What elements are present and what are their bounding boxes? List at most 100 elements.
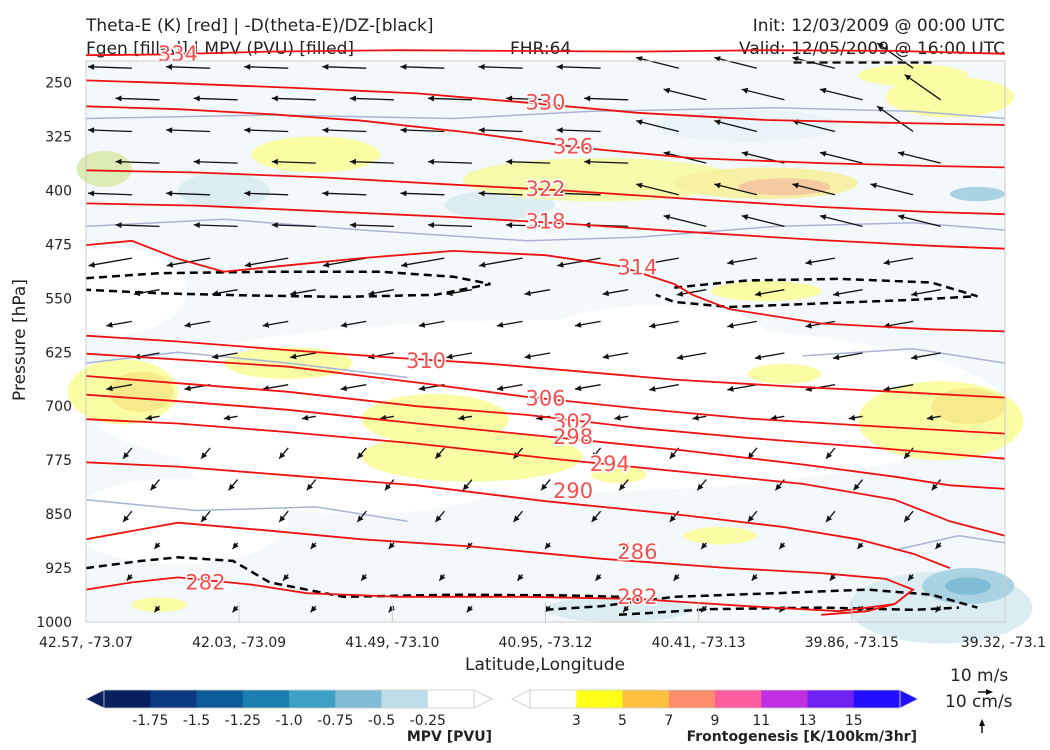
- wind-arrow-shaft: [244, 66, 289, 69]
- theta-e-label: 314: [617, 255, 657, 279]
- wind-arrow-head: [193, 158, 200, 165]
- wind-arrow-shaft: [349, 160, 394, 164]
- theta-e-label: 290: [553, 479, 593, 503]
- theta-e-contour-314: [85, 239, 1006, 333]
- wind-arrow-head: [848, 414, 856, 421]
- wind-arrow-head: [636, 182, 643, 189]
- theta-e-contour-326: [85, 105, 1006, 169]
- theta-e-label: 318: [525, 209, 565, 233]
- wind-arrow-head: [201, 515, 208, 522]
- wind-arrow-head: [911, 290, 918, 297]
- theta-e-label: 282: [185, 570, 225, 594]
- y-tick-label: 550: [45, 291, 72, 307]
- frontogenesis-filled-region: [76, 150, 132, 187]
- wind-arrow-shaft: [166, 192, 211, 196]
- theta-e-label: 322: [525, 177, 565, 201]
- y-tick-label: 250: [45, 76, 72, 92]
- x-tick-label: 40.95, -73.12: [498, 635, 592, 651]
- colorbar-tick-label: -0.75: [317, 713, 353, 729]
- wind-arrow-head: [556, 127, 563, 134]
- wind-arrow-head: [857, 542, 864, 549]
- wind-arrow-head: [204, 574, 212, 581]
- theta-e-contour-298: [85, 393, 1006, 490]
- wind-arrow-head: [439, 574, 446, 581]
- colorbar-swatch: [381, 690, 429, 708]
- wind-arrow-head: [388, 605, 395, 613]
- wind-arrow-head: [290, 290, 297, 297]
- wind-arrow-shaft: [322, 66, 367, 69]
- wind-arrow-head: [145, 414, 153, 421]
- wind-arrow-head: [792, 182, 799, 189]
- wind-vectors: [87, 42, 942, 613]
- wind-arrow-shaft: [897, 151, 941, 164]
- wind-arrow-head: [556, 190, 563, 197]
- wind-arrow-head: [591, 452, 598, 459]
- wind-arrow-head: [513, 515, 520, 522]
- wind-arrow-head: [357, 452, 364, 459]
- theta-e-contour-282: [85, 576, 895, 613]
- wind-arrow-head: [193, 222, 200, 229]
- wind-arrow-head: [619, 483, 626, 491]
- wind-arrow-shaft: [244, 129, 289, 133]
- wind-arrow-head: [279, 452, 286, 459]
- x-tick-label: 40.41, -73.13: [652, 635, 746, 651]
- wind-arrow-head: [727, 385, 734, 392]
- wind-arrow-head: [466, 605, 473, 613]
- wind-arrow-shaft: [876, 105, 914, 133]
- wind-arrow-head: [669, 452, 676, 459]
- wind-arrow-shaft: [193, 160, 238, 164]
- wind-arrow-shaft: [427, 97, 473, 101]
- wind-arrow-shaft: [193, 97, 238, 101]
- fgen-colorbar-label: Frontogenesis [K/100km/3hr]: [687, 729, 917, 745]
- colorbar-swatch: [668, 690, 716, 708]
- wind-arrow-head: [636, 119, 643, 126]
- wind-arrow-head: [805, 259, 812, 266]
- theta-e-contour-294: [85, 418, 1006, 537]
- colorbar-tick-label: 9: [711, 713, 720, 729]
- wind-arrow-head: [166, 261, 174, 268]
- wind-arrow-head: [384, 483, 391, 491]
- frontogenesis-filled-region: [251, 136, 381, 173]
- wind-arrow-shaft: [322, 192, 367, 196]
- wind-arrow-head: [775, 483, 782, 491]
- wind-arrow-head: [154, 605, 161, 613]
- wind-arrow-head: [506, 158, 513, 165]
- theta-e-contour-302: [85, 375, 1006, 460]
- y-tick-label: 700: [45, 399, 72, 415]
- wind-arrow-shaft: [88, 257, 133, 267]
- wind-arrow-head: [714, 56, 721, 62]
- wind-arrow-shaft: [584, 97, 629, 101]
- wind-arrow-head: [388, 542, 395, 549]
- wind-arrow-head: [463, 483, 470, 491]
- wind-arrow-shaft: [741, 88, 785, 101]
- y-tick-label: 850: [45, 507, 72, 523]
- x-axis-ticks: 42.57, -73.07 42.03, -73.09 41.49, -73.10 4…: [39, 602, 1046, 651]
- mpv-filled-region: [545, 305, 767, 364]
- wind-arrow-head: [106, 385, 113, 392]
- y-tick-label: 625: [45, 345, 72, 361]
- wind-arrow-head: [244, 63, 251, 70]
- mpv-filled-region: [655, 109, 840, 142]
- wind-arrow-head: [361, 574, 368, 581]
- wind-arrow-head: [751, 574, 758, 581]
- mpv-filled-region: [177, 172, 270, 209]
- colorbar-extend-right: [899, 689, 919, 709]
- wind-arrow-head: [262, 321, 269, 328]
- colorbar-swatch: [335, 690, 383, 708]
- wind-arrow-head: [496, 321, 504, 328]
- wind-arrow-head: [322, 127, 329, 134]
- theta-e-contour-322: [85, 169, 1006, 216]
- wind-arrow-head: [478, 127, 485, 134]
- wind-arrow-head: [166, 63, 173, 70]
- wind-arrow-shaft: [663, 88, 707, 101]
- wind-arrow-head: [244, 127, 251, 134]
- wind-arrow-shaft: [115, 160, 160, 164]
- wind-arrow-head: [754, 354, 762, 361]
- wind-arrow-head: [584, 158, 591, 165]
- wind-arrow-head: [322, 190, 329, 197]
- wind-arrow-head: [898, 151, 905, 157]
- frontogenesis-filled-region: [885, 76, 1015, 118]
- wind-arrow-head: [697, 483, 704, 491]
- dthetae-dz-contour: [85, 556, 620, 599]
- x-tick-label: 42.57, -73.07: [39, 635, 133, 651]
